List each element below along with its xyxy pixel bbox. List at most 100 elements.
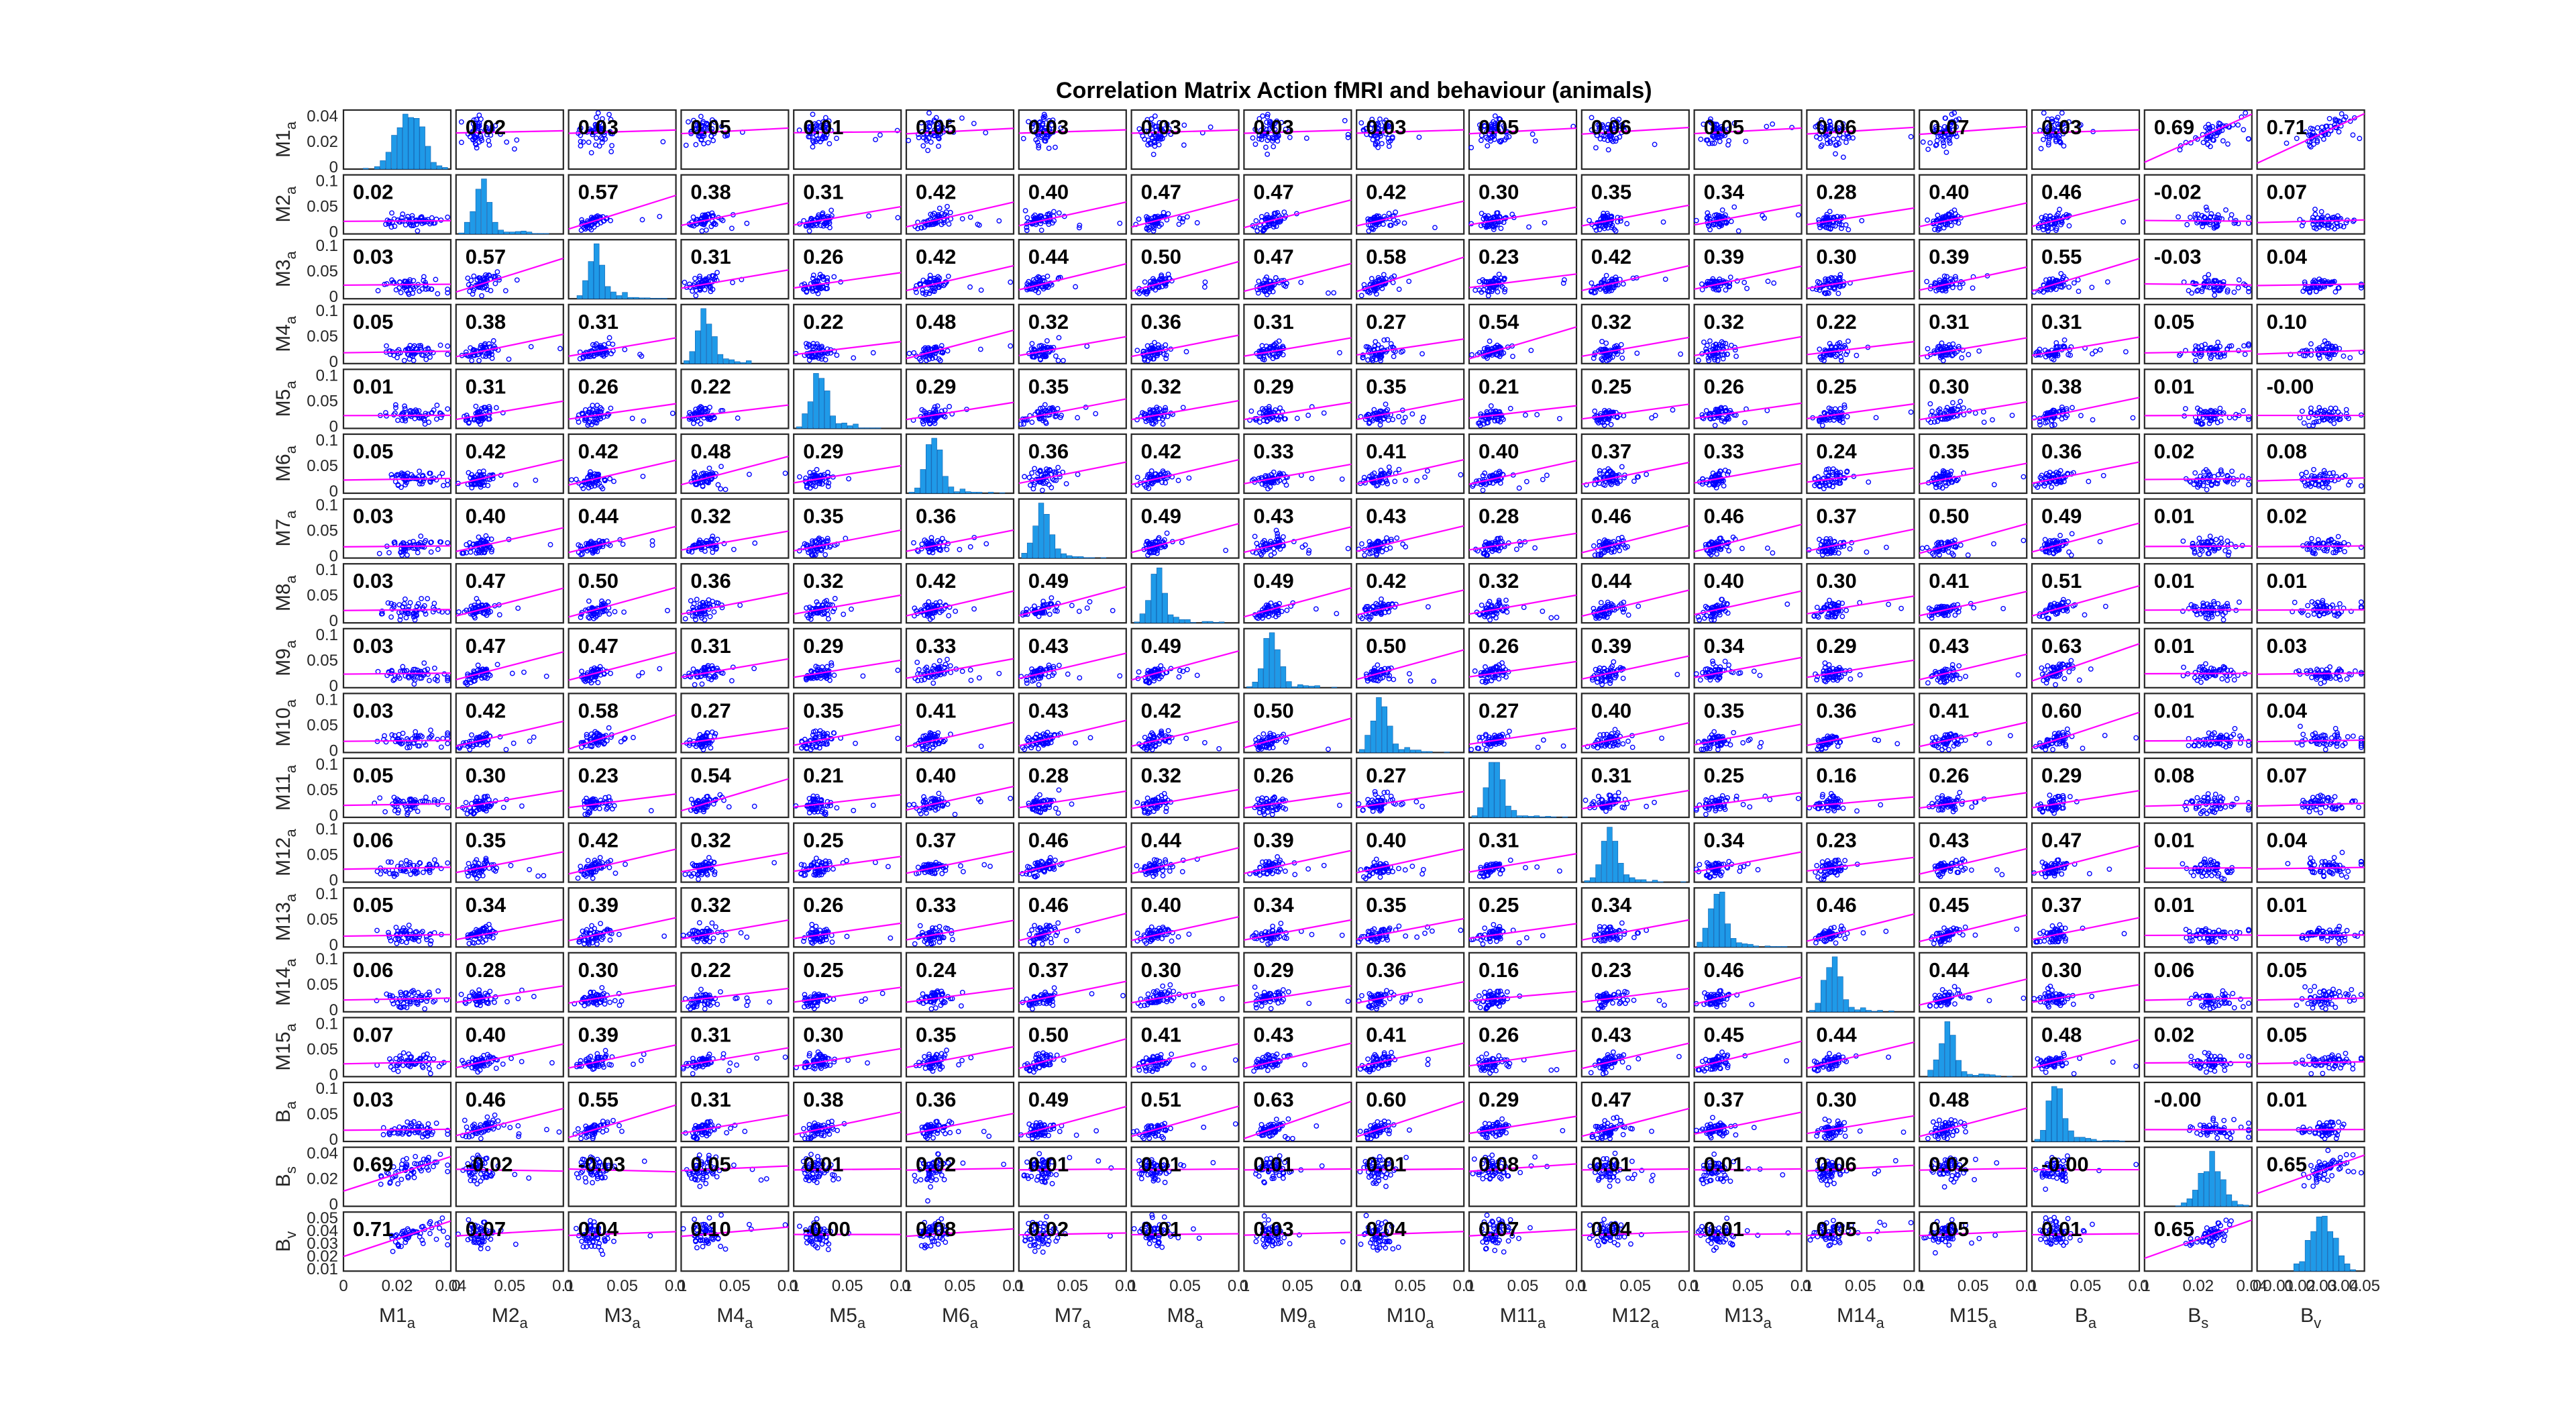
correlation-value: 0.31 [803,181,843,204]
correlation-value: 0.29 [1253,374,1293,398]
panel-r3-c18: 0.04 [2257,240,2365,299]
correlation-value: 0.55 [2041,245,2082,268]
panel-r4-c9: 0.31 [1244,305,1351,364]
correlation-value: 0.31 [1253,310,1293,334]
panel-r5-c3: 0.26 [569,369,676,428]
correlation-value: 0.42 [916,245,956,268]
panel-r5-c9: 0.29 [1244,369,1351,428]
correlation-value: 0.27 [1366,310,1406,334]
histogram-bar [729,360,735,364]
histogram-bar [374,166,380,169]
panel-r5-c13: 0.26 [1695,369,1802,428]
panel-r3-c17: -0.03 [2145,240,2252,299]
panel-r3-c10: 0.58 [1356,240,1464,299]
panel-r4-c8: 0.36 [1132,305,1239,364]
histogram-bar [616,295,622,299]
correlation-value: 0.35 [1591,181,1631,204]
panel-r1-c9: 0.03 [1244,110,1351,169]
histogram-bar [464,222,470,234]
histogram-bar [746,360,751,363]
histogram-bar [492,222,498,234]
correlation-value: 0.58 [1366,245,1406,268]
panel-r3-c13: 0.39 [1695,240,1802,299]
panel-r2-c17: -0.02 [2145,175,2252,234]
correlation-value: 0.69 [2154,115,2194,139]
histogram-bar [824,391,830,428]
correlation-value: 0.22 [690,374,731,398]
panel-r4-c12: 0.32 [1582,305,1689,364]
histogram-bar [487,202,492,234]
panel-r1-c6: 0.05 [906,110,1014,169]
panel-r3-c4: 0.31 [681,240,788,299]
panel-r4-c10: 0.27 [1356,305,1464,364]
panel-r1-c18: 0.71 [2257,110,2365,169]
histogram-bar [712,337,718,364]
panel-r5-c7: 0.35 [1019,369,1126,428]
histogram-bar [724,359,729,364]
histogram-bar [706,324,712,364]
histogram-bar [437,166,442,169]
histogram-bar [853,424,859,428]
correlation-value: 0.47 [1253,181,1293,204]
correlation-value: 0.28 [1816,181,1856,204]
histogram-bar [865,428,870,429]
histogram-bar [515,232,521,234]
histogram-bar [859,428,864,429]
histogram-bar [420,127,425,169]
panel-r3-c16: 0.55 [2032,240,2139,299]
panel-r4-c1: 0.05 [343,305,451,364]
correlation-value: 0.02 [353,181,393,204]
panel-r4-c13: 0.32 [1695,305,1802,364]
correlation-value: 0.31 [690,245,731,268]
panel-r5-c4: 0.22 [681,369,788,428]
histogram-bar [594,244,599,299]
histogram-bar [741,362,746,363]
correlation-value: 0.39 [1929,245,1969,268]
panel-r5-c1: 0.01 [343,369,451,428]
panel-r1-c15: 0.07 [1919,110,2027,169]
correlation-value: 0.35 [1366,374,1406,398]
correlation-value: 0.03 [2041,115,2082,139]
histogram-bar [386,152,391,169]
histogram-bar [588,262,594,299]
correlation-value: 0.34 [1704,181,1745,204]
panel-r2-c11: 0.30 [1469,175,1576,234]
panel-r1-c17: 0.69 [2145,110,2252,169]
correlation-value: 0.03 [1141,115,1181,139]
correlation-value: 0.05 [1704,115,1744,139]
correlation-value: 0.40 [1929,181,1969,204]
histogram-bar [397,128,402,169]
histogram-bar [431,162,437,169]
histogram-bar [836,423,841,428]
panel-r5-c10: 0.35 [1356,369,1464,428]
panel-r4-c17: 0.05 [2145,305,2252,364]
correlation-value: 0.03 [353,245,393,268]
panel-r4-c4 [681,305,788,364]
panel-r5-c17: 0.01 [2145,369,2252,428]
correlation-value: 0.06 [1591,115,1631,139]
panel-r3-c12: 0.42 [1582,240,1689,299]
correlation-value: 0.29 [916,374,956,398]
correlation-value: 0.26 [1704,374,1744,398]
correlation-value: 0.03 [578,115,619,139]
correlation-value: 0.25 [1816,374,1856,398]
correlation-value: 0.23 [1479,245,1519,268]
correlation-value: 0.38 [690,181,731,204]
correlation-value: 0.54 [1479,310,1519,334]
panel-r1-c12: 0.06 [1582,110,1689,169]
correlation-value: 0.05 [353,310,393,334]
panel-r5-c5 [794,369,901,428]
histogram-bar [633,297,639,299]
panel-r3-c11: 0.23 [1469,240,1576,299]
panel-r5-c2: 0.31 [456,369,564,428]
panel-r2-c18: 0.07 [2257,175,2365,234]
panel-r3-c15: 0.39 [1919,240,2027,299]
correlation-value: 0.22 [803,310,843,334]
panel-r1-c8: 0.03 [1132,110,1239,169]
histogram-bar [830,416,836,429]
histogram-bar [504,232,509,234]
correlation-value: 0.47 [1141,181,1181,204]
panel-r2-c14: 0.28 [1807,175,1914,234]
histogram-bar [718,354,723,364]
histogram-bar [808,402,813,429]
